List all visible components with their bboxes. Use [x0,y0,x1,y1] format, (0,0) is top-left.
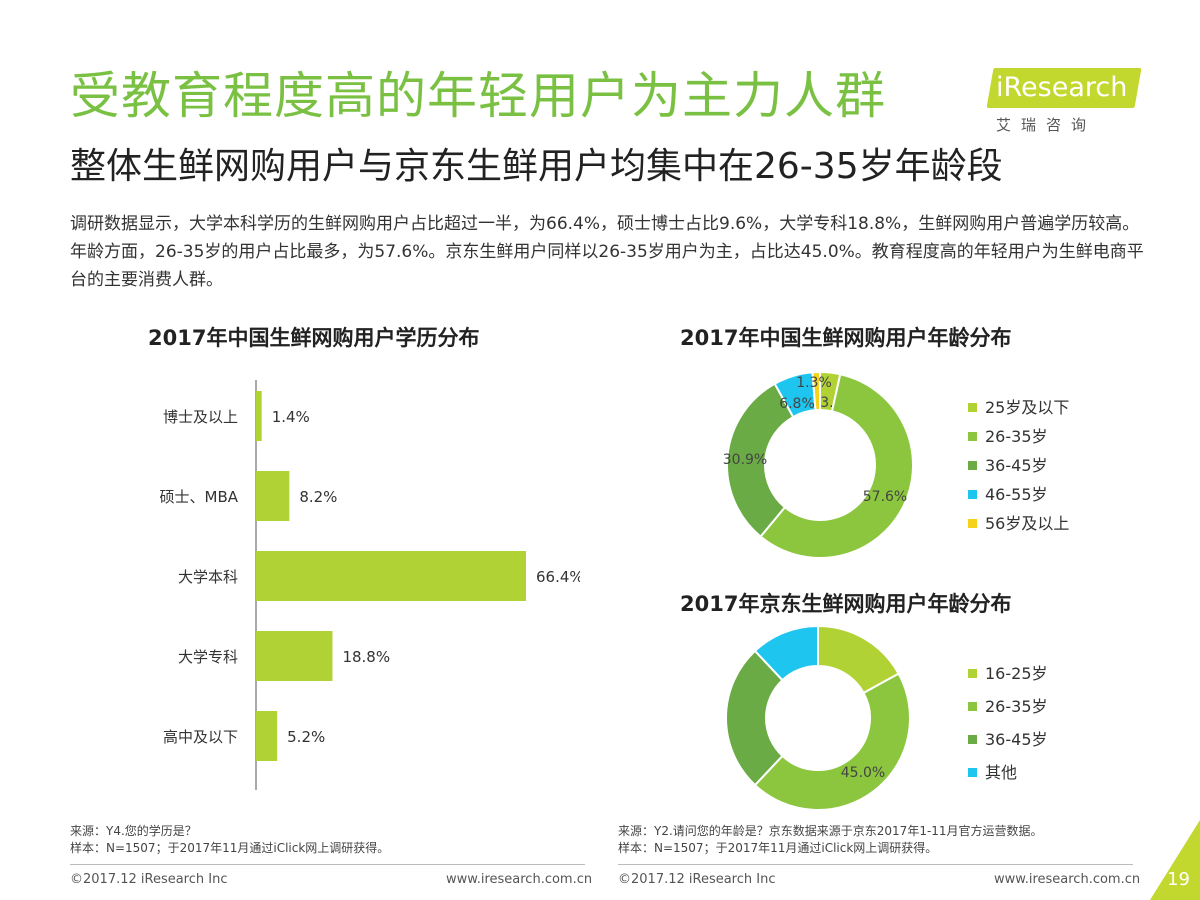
right-footer-divider [618,864,1133,865]
legend-label-1: 26-35岁 [985,697,1048,716]
education-bar-chart: 博士及以上 1.4% 硕士、MBA 8.2% 大学本科 66.4% 大学专科 18.8% 高中及… [160,380,580,790]
left-sample-note: 样本：N=1507；于2017年11月通过iClick网上调研获得。 [70,841,390,855]
page-corner-triangle [1150,820,1200,900]
jd-age-donut-chart: 45.0% [725,624,911,811]
legend-swatch-2 [968,735,977,744]
legend-label-3: 其他 [985,763,1018,782]
education-chart-title: 2017年中国生鲜网购用户学历分布 [148,326,480,350]
overall-age-legend: 25岁及以下 26-35岁 36-45岁 46-55岁 56岁及以上 [968,394,1148,544]
right-sample-note: 样本：N=1507；于2017年11月通过iClick网上调研获得。 [618,841,938,855]
legend-label-0: 16-25岁 [985,664,1048,683]
value-label-1: 8.2% [299,488,337,506]
legend-label-0: 25岁及以下 [985,398,1070,417]
legend-item-3: 46-55岁 [968,481,1048,505]
legend-item-0: 16-25岁 [968,660,1048,684]
legend-item-3: 其他 [968,759,1017,783]
logo-subtitle: 艾瑞咨询 [996,116,1097,134]
right-footer-website[interactable]: www.iresearch.com.cn [994,872,1141,887]
legend-swatch-4 [968,519,977,528]
category-label-4: 高中及以下 [163,728,238,746]
legend-label-2: 36-45岁 [985,730,1048,749]
slice-label-1: 45.0% [841,765,885,781]
bar-3 [256,631,333,681]
legend-label-3: 46-55岁 [985,485,1048,504]
bar-2 [256,551,526,601]
slice-label-4: 1.3% [796,375,832,391]
legend-swatch-3 [968,768,977,777]
slice-label-1: 57.6% [863,489,907,505]
page-title: 受教育程度高的年轻用户为主力人群 [70,67,886,125]
legend-swatch-1 [968,702,977,711]
overall-age-donut-chart: 3.5%57.6%30.9%6.8%1.3% [723,370,914,559]
legend-item-1: 26-35岁 [968,693,1048,717]
slice-label-3: 6.8% [779,396,815,412]
legend-item-2: 36-45岁 [968,452,1048,476]
legend-item-2: 36-45岁 [968,726,1048,750]
bar-4 [256,711,278,761]
legend-swatch-0 [968,403,977,412]
legend-swatch-2 [968,461,977,470]
logo-name: iResearch [996,72,1128,103]
slice-label-2: 30.9% [723,452,767,468]
category-label-1: 硕士、MBA [160,488,239,506]
slice-1 [753,672,911,811]
slice-1 [759,373,914,559]
iresearch-logo: iResearch 艾瑞咨询 [978,62,1143,142]
value-label-0: 1.4% [272,408,310,426]
legend-label-4: 56岁及以上 [985,514,1070,533]
page-number: 19 [1167,869,1190,890]
slice-3 [753,624,819,682]
legend-label-1: 26-35岁 [985,427,1048,446]
category-label-3: 大学专科 [178,648,238,666]
bar-0 [256,391,262,441]
legend-item-4: 56岁及以上 [968,510,1069,534]
legend-item-0: 25岁及以下 [968,394,1069,418]
intro-paragraph: 调研数据显示，大学本科学历的生鲜网购用户占比超过一半，为66.4%，硕士博士占比… [70,214,1144,290]
slice-2 [726,382,795,538]
page-number-badge: 19 [1150,820,1200,900]
slice-4 [811,370,821,412]
category-label-0: 博士及以上 [163,408,238,426]
left-footer-website[interactable]: www.iresearch.com.cn [446,872,593,887]
legend-swatch-1 [968,432,977,441]
left-footer-copyright: ©2017.12 iResearch Inc [70,872,228,887]
value-label-3: 18.8% [342,648,390,666]
legend-item-1: 26-35岁 [968,423,1048,447]
bar-1 [256,471,290,521]
legend-label-2: 36-45岁 [985,456,1048,475]
right-footer-copyright: ©2017.12 iResearch Inc [618,872,776,887]
category-label-2: 大学本科 [178,568,238,586]
right-source-note: 来源：Y2.请问您的年龄是？京东数据来源于京东2017年1-11月官方运营数据。 [618,824,1043,838]
overall-age-chart-title: 2017年中国生鲜网购用户年龄分布 [680,326,1012,350]
value-label-4: 5.2% [287,728,325,746]
left-footer-divider [70,864,585,865]
value-label-2: 66.4% [536,568,580,586]
legend-swatch-0 [968,669,977,678]
jd-age-legend: 16-25岁 26-35岁 36-45岁 其他 [968,660,1148,790]
page-subtitle: 整体生鲜网购用户与京东生鲜用户均集中在26-35岁年龄段 [70,146,1003,187]
legend-swatch-3 [968,490,977,499]
jd-age-chart-title: 2017年京东生鲜网购用户年龄分布 [680,592,1012,616]
left-source-note: 来源：Y4.您的学历是？ [70,824,197,838]
